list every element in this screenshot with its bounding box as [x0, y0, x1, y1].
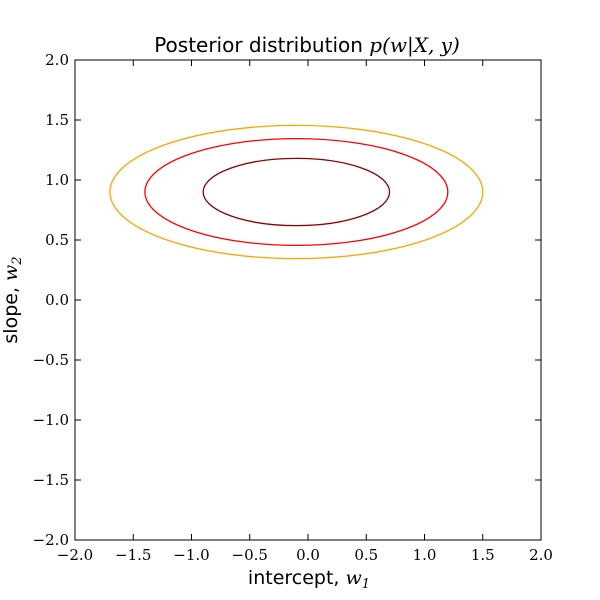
x-axis-label-subscript: 1 [362, 577, 370, 592]
y-axis-label-math: w [0, 265, 22, 281]
y-tick-label: 0.0 [45, 291, 69, 309]
y-axis-ticks: −2.0 −1.5 −1.0 −0.5 0.0 0.5 1.0 1.5 2.0 [33, 51, 541, 549]
y-tick-label: 2.0 [45, 51, 69, 69]
x-tick-label: 1.5 [471, 546, 495, 564]
x-tick-label: 1.0 [413, 546, 437, 564]
x-tick-label: 0.5 [354, 546, 378, 564]
x-axis-label-text: intercept, [248, 567, 346, 589]
y-axis-label-subscript: 2 [10, 256, 25, 265]
contour-line-3 [202, 157, 391, 227]
contour-line-2 [144, 137, 449, 247]
x-tick-label: 2.0 [529, 546, 553, 564]
x-axis-label-math: w [346, 567, 362, 589]
x-tick-label: −1.5 [115, 546, 151, 564]
y-tick-label: 0.5 [45, 231, 69, 249]
chart-title: Posterior distribution p(w|X, y) [154, 33, 460, 58]
x-tick-label: −2.0 [57, 546, 93, 564]
chart-title-text: Posterior distribution [154, 33, 369, 57]
y-tick-label: −1.5 [33, 471, 69, 489]
chart-title-math: p(w|X, y) [369, 33, 460, 58]
x-axis-label: intercept, w1 [248, 567, 370, 592]
contour-line-1 [109, 124, 484, 260]
y-axis-label-text: slope, [0, 281, 22, 344]
plot-area [74, 59, 542, 541]
y-axis-label: slope, w2 [0, 256, 25, 343]
y-tick-label: 1.0 [45, 171, 69, 189]
y-tick-label: −0.5 [33, 351, 69, 369]
y-tick-label: 1.5 [45, 111, 69, 129]
contour-layer [109, 124, 484, 260]
x-tick-label: 0.0 [296, 546, 320, 564]
x-tick-label: −0.5 [232, 546, 268, 564]
x-axis-ticks: −2.0 −1.5 −1.0 −0.5 0.0 0.5 1.0 1.5 2.0 [57, 60, 553, 564]
plot-frame [74, 59, 542, 541]
y-tick-label: −1.0 [33, 411, 69, 429]
y-tick-label: −2.0 [33, 531, 69, 549]
x-tick-label: −1.0 [173, 546, 209, 564]
